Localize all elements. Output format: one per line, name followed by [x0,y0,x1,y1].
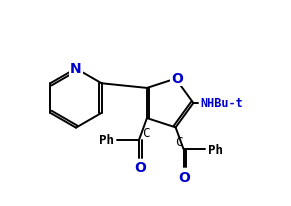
Text: O: O [179,170,190,184]
Text: O: O [134,161,146,175]
Text: C: C [176,136,183,148]
Text: N: N [70,62,82,76]
Text: O: O [172,71,184,85]
Text: NHBu-t: NHBu-t [200,96,243,109]
Text: C: C [142,126,150,139]
Text: Ph: Ph [208,143,223,156]
Text: Ph: Ph [100,134,114,146]
